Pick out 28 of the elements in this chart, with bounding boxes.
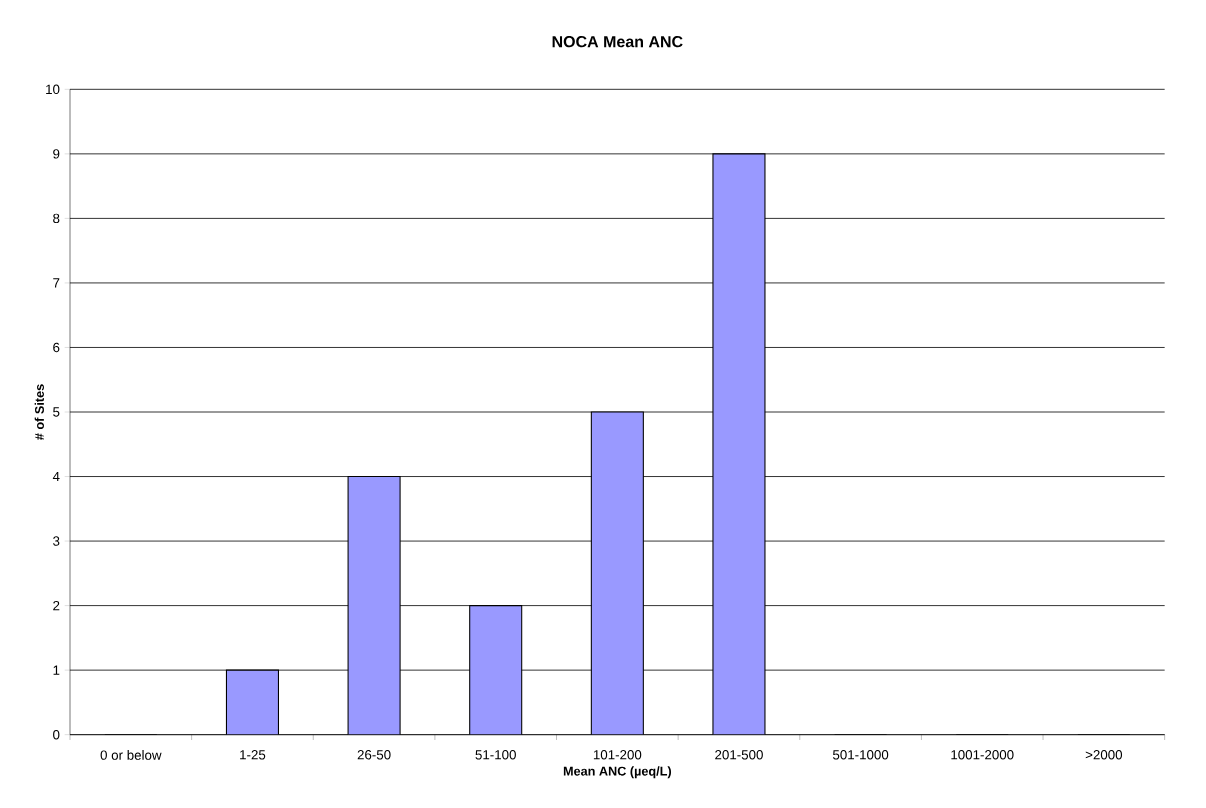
chart-title: NOCA Mean ANC (552, 35, 683, 48)
bar (712, 153, 766, 735)
y-tick-label: 9 (53, 149, 60, 159)
bar (347, 475, 401, 735)
y-tick-label: 4 (52, 471, 60, 482)
x-axis-title: Mean ANC (µeq/L) (563, 766, 672, 779)
y-tick-label: 10 (46, 84, 60, 95)
y-tick-label: 5 (53, 407, 60, 417)
bar (469, 605, 523, 735)
x-tick-label: 101-200 (593, 750, 642, 760)
y-tick-label: 8 (53, 213, 60, 224)
y-tick-label: 6 (53, 342, 60, 353)
x-tick-label: 1001-2000 (951, 750, 1014, 760)
x-tick-label: 501-1000 (832, 750, 889, 760)
y-axis-title: # of Sites (34, 384, 44, 440)
y-tick-label: 2 (53, 600, 60, 611)
y-tick-label: 7 (53, 278, 60, 288)
x-tick-label: 26-50 (357, 750, 391, 760)
x-tick-label: 51-100 (475, 750, 516, 760)
bar (590, 411, 644, 735)
bar (225, 669, 279, 735)
y-tick-label: 0 (53, 729, 60, 740)
x-tick-label: >2000 (1085, 750, 1123, 760)
x-tick-label: 0 or below (100, 750, 162, 760)
x-tick-label: 1-25 (240, 750, 266, 760)
y-tick-label: 3 (53, 536, 60, 546)
y-tick-label: 1 (53, 665, 60, 675)
x-tick-label: 201-500 (715, 750, 763, 760)
